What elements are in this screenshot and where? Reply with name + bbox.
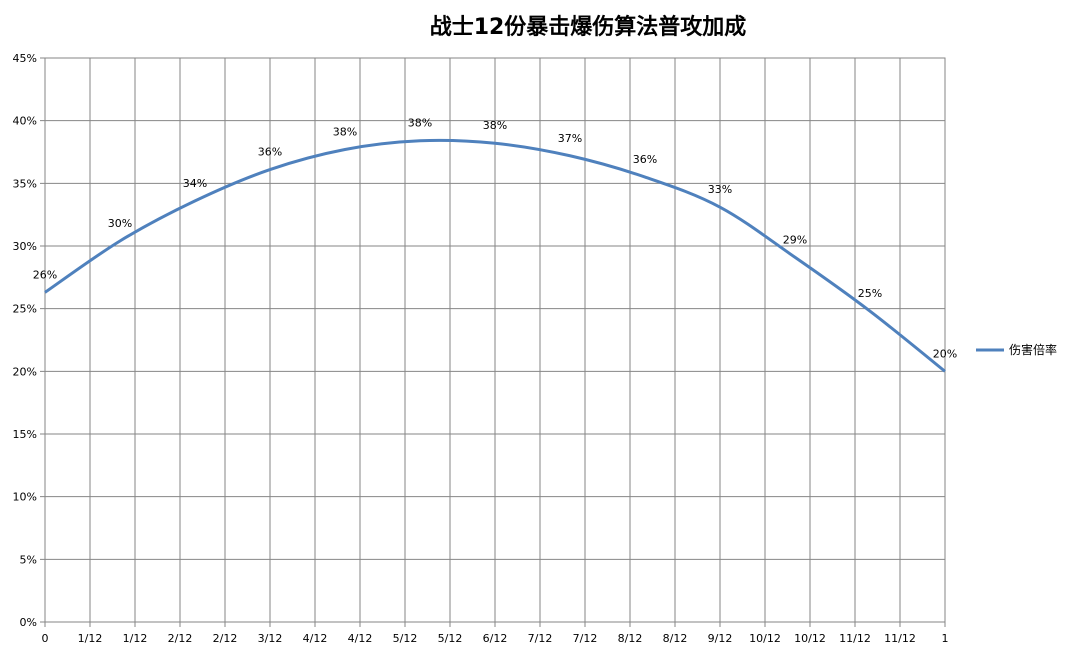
- x-tick-label: 2/12: [213, 632, 238, 645]
- x-tick-label: 1/12: [78, 632, 103, 645]
- series-line: [44, 138, 946, 373]
- x-axis-labels: 0 1/12 1/12 2/12 2/12 3/12 4/12 4/12 5/12 5/12 6/1…: [42, 632, 949, 645]
- data-label: 25%: [858, 287, 882, 300]
- data-label: 34%: [183, 177, 207, 190]
- x-tick-label: 10/12: [749, 632, 781, 645]
- x-tick-label: 4/12: [348, 632, 373, 645]
- data-label: 37%: [558, 132, 582, 145]
- y-tick-label: 5%: [20, 553, 37, 566]
- data-label: 26%: [33, 268, 57, 281]
- x-tick-label: 8/12: [663, 632, 688, 645]
- data-label: 38%: [483, 119, 507, 132]
- data-labels-layer: 26% 30% 34% 36% 38% 38% 38% 37% 36% 33% 29% 25% 20%: [33, 117, 957, 361]
- x-tick-label: 4/12: [303, 632, 328, 645]
- x-tick-label: 6/12: [483, 632, 508, 645]
- y-tick-label: 35%: [13, 177, 37, 190]
- grid: [40, 57, 946, 627]
- series-layer: [44, 138, 946, 373]
- x-tick-label: 10/12: [794, 632, 826, 645]
- data-label: 30%: [108, 217, 132, 230]
- x-tick-label: 5/12: [438, 632, 463, 645]
- y-tick-label: 10%: [13, 491, 37, 504]
- y-tick-label: 30%: [13, 240, 37, 253]
- data-label: 29%: [783, 233, 807, 246]
- legend-label: 伤害倍率: [1009, 342, 1057, 357]
- y-axis-labels: 0% 5% 10% 15% 20% 25% 30% 35% 40% 45%: [13, 52, 37, 629]
- data-label: 38%: [408, 117, 432, 130]
- y-tick-label: 45%: [13, 52, 37, 65]
- y-tick-label: 0%: [20, 616, 37, 629]
- x-tick-label: 11/12: [839, 632, 871, 645]
- data-label: 33%: [708, 183, 732, 196]
- x-tick-label: 11/12: [884, 632, 916, 645]
- x-tick-label: 0: [42, 632, 49, 645]
- data-label: 38%: [333, 125, 357, 138]
- x-tick-label: 5/12: [393, 632, 418, 645]
- data-label: 36%: [258, 146, 282, 159]
- x-tick-label: 2/12: [168, 632, 193, 645]
- x-tick-label: 1: [942, 632, 949, 645]
- x-tick-label: 7/12: [528, 632, 553, 645]
- x-tick-label: 7/12: [573, 632, 598, 645]
- x-tick-label: 3/12: [258, 632, 283, 645]
- y-tick-label: 25%: [13, 303, 37, 316]
- data-label: 20%: [933, 347, 957, 360]
- x-tick-label: 9/12: [708, 632, 733, 645]
- y-tick-label: 15%: [13, 428, 37, 441]
- y-tick-label: 40%: [13, 115, 37, 128]
- x-tick-label: 8/12: [618, 632, 643, 645]
- x-tick-label: 1/12: [123, 632, 148, 645]
- legend: 伤害倍率: [976, 342, 1057, 357]
- data-label: 36%: [633, 153, 657, 166]
- chart-title: 战士12份暴击爆伤算法普攻加成: [430, 14, 747, 40]
- y-tick-label: 20%: [13, 365, 37, 378]
